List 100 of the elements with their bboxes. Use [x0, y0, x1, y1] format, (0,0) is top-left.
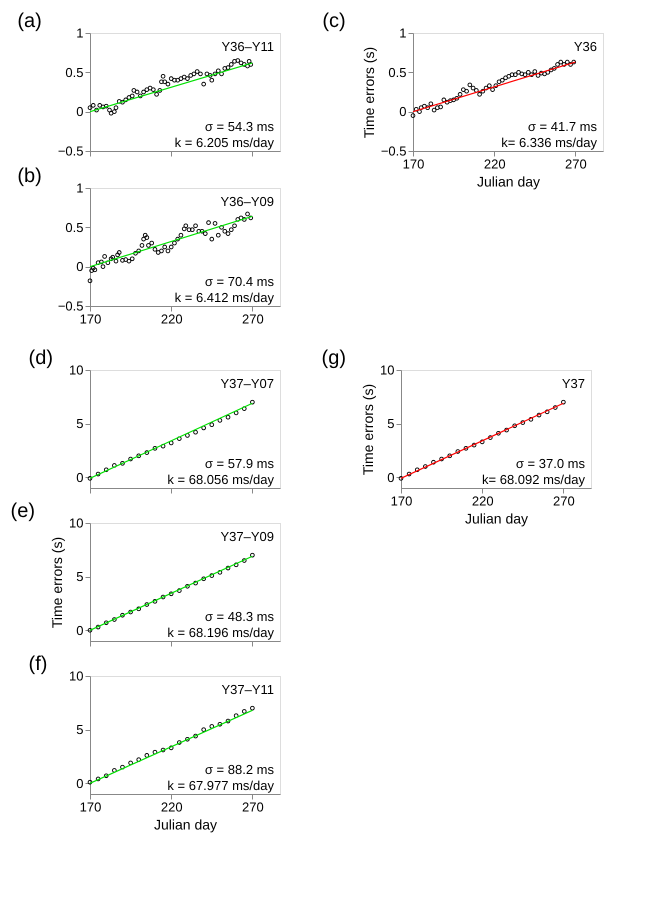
point: [209, 236, 214, 242]
point: [222, 66, 228, 71]
point: [193, 430, 198, 435]
point: [99, 260, 104, 264]
chart-title: (d): [28, 347, 53, 369]
point: [506, 74, 512, 79]
annotation: σ = 41.7 ms: [528, 119, 598, 134]
point: [454, 96, 460, 101]
point: [172, 78, 177, 83]
chart-title: (g): [322, 347, 346, 369]
x-tick-label: 270: [242, 312, 264, 326]
point: [218, 418, 222, 423]
point: [438, 104, 443, 110]
point: [398, 476, 404, 481]
point: [228, 62, 234, 67]
point: [568, 62, 573, 67]
point: [160, 594, 166, 600]
point: [234, 562, 238, 568]
point: [201, 82, 206, 86]
point: [112, 768, 117, 773]
annotation: σ = 37.0 ms: [516, 456, 586, 471]
point: [120, 764, 125, 770]
point: [166, 248, 170, 254]
annotation: k = 6.205 ms/day: [174, 135, 274, 150]
point: [431, 460, 436, 465]
point: [522, 72, 528, 78]
point: [133, 250, 138, 256]
point: [461, 87, 466, 92]
point: [116, 250, 122, 255]
point: [487, 83, 492, 88]
point: [520, 420, 526, 425]
point: [142, 232, 148, 238]
point: [110, 254, 116, 260]
point: [88, 628, 92, 633]
y-tick-label: −0.5: [380, 144, 406, 158]
annotation: σ = 70.4 ms: [204, 274, 274, 289]
point: [92, 267, 98, 272]
point: [480, 440, 485, 444]
x-axis-title: Julian day: [464, 510, 528, 526]
point: [116, 99, 122, 104]
point: [209, 724, 214, 729]
point: [529, 72, 534, 78]
x-tick-label: 270: [242, 800, 264, 814]
y-tick-label: 5: [76, 722, 84, 738]
y-tick-label: 0: [399, 104, 406, 120]
point: [104, 620, 109, 626]
annotation: k = 67.977 ms/day: [167, 778, 274, 793]
annotation: k= 68.092 ms/day: [482, 472, 586, 487]
point: [183, 223, 188, 228]
point: [134, 90, 140, 94]
point: [545, 70, 550, 75]
point: [166, 82, 170, 86]
y-tick-label: 0: [76, 470, 84, 485]
point: [128, 760, 133, 766]
point: [226, 566, 230, 570]
point: [212, 221, 218, 226]
x-tick-label: 270: [553, 494, 575, 508]
point: [130, 256, 135, 262]
point: [126, 258, 132, 264]
point: [248, 62, 254, 67]
point: [544, 410, 550, 414]
point: [144, 87, 150, 92]
point: [100, 104, 106, 110]
point: [193, 734, 198, 738]
point: [209, 573, 214, 578]
annotation: k = 68.056 ms/day: [167, 472, 274, 487]
point: [242, 558, 247, 563]
point: [200, 228, 204, 234]
y-tick-label: 0: [387, 470, 394, 485]
y-tick-label: 10: [380, 362, 394, 378]
y-tick-label: 5: [76, 416, 84, 432]
point: [477, 92, 482, 97]
point: [571, 60, 576, 64]
point: [136, 757, 142, 762]
point: [422, 104, 427, 108]
annotation: k = 6.412 ms/day: [174, 290, 274, 305]
point: [526, 70, 531, 75]
point: [216, 68, 221, 74]
x-tick-label: 270: [565, 156, 587, 172]
annotation: σ = 57.9 ms: [204, 456, 274, 471]
x-axis-title: Julian day: [476, 174, 540, 190]
annotation: Y36–Y11: [221, 39, 274, 54]
point: [232, 223, 237, 228]
point: [178, 76, 184, 81]
point: [250, 552, 255, 558]
point: [532, 69, 538, 74]
x-tick-label: 220: [484, 156, 506, 172]
point: [120, 258, 125, 263]
point: [201, 727, 206, 732]
point: [100, 264, 106, 269]
point: [175, 236, 180, 242]
point: [88, 278, 92, 284]
chart-title: (e): [10, 500, 35, 522]
point: [555, 62, 560, 67]
point: [178, 232, 184, 238]
point: [152, 598, 158, 604]
point: [512, 72, 518, 78]
point: [226, 231, 230, 236]
point: [168, 76, 174, 81]
point: [444, 100, 450, 105]
